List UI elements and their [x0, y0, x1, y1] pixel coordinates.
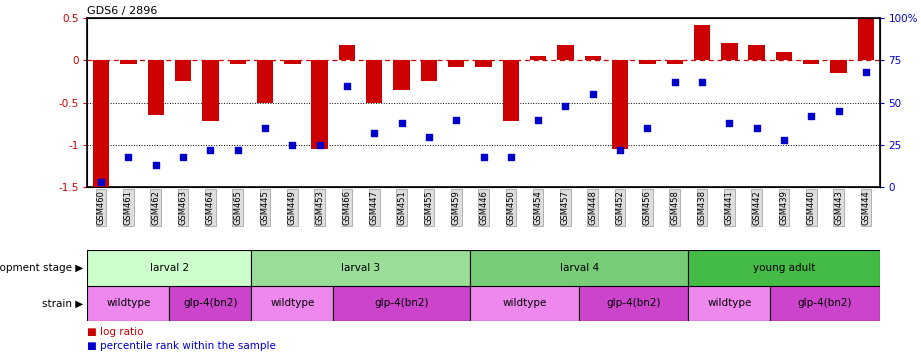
Bar [688, 286, 770, 321]
Text: ■ log ratio: ■ log ratio [87, 327, 144, 337]
Text: wildtype: wildtype [707, 298, 752, 308]
Text: ■ percentile rank within the sample: ■ percentile rank within the sample [87, 341, 276, 351]
Bar [470, 250, 688, 286]
Bar [775, 52, 792, 60]
Bar [448, 60, 464, 67]
Bar [339, 45, 356, 60]
Bar [393, 60, 410, 90]
Bar [857, 18, 874, 60]
Point [776, 137, 791, 143]
Bar [503, 60, 519, 121]
Text: young adult: young adult [752, 263, 815, 273]
Point [476, 154, 491, 160]
Point [121, 154, 135, 160]
Text: glp-4(bn2): glp-4(bn2) [374, 298, 429, 308]
Point [176, 154, 191, 160]
Bar [169, 286, 251, 321]
Bar [688, 250, 880, 286]
Point [612, 147, 627, 153]
Text: wildtype: wildtype [106, 298, 151, 308]
Point [203, 147, 217, 153]
Bar [147, 60, 164, 115]
Text: glp-4(bn2): glp-4(bn2) [607, 298, 661, 308]
Bar [257, 60, 274, 102]
Text: GDS6 / 2896: GDS6 / 2896 [87, 6, 157, 16]
Point [230, 147, 245, 153]
Point [504, 154, 519, 160]
Bar [251, 250, 470, 286]
Text: larval 4: larval 4 [560, 263, 599, 273]
Point [586, 91, 600, 97]
Bar [366, 60, 382, 102]
Bar [421, 60, 437, 81]
Point [722, 120, 737, 126]
Bar [667, 60, 682, 65]
Bar [612, 60, 628, 149]
Bar [203, 60, 218, 121]
Text: larval 2: larval 2 [150, 263, 189, 273]
Point [750, 125, 764, 131]
Bar [175, 60, 192, 81]
Bar [803, 60, 820, 65]
Bar [121, 60, 136, 65]
Bar [470, 286, 579, 321]
Text: larval 3: larval 3 [341, 263, 380, 273]
Bar [585, 56, 601, 60]
Point [148, 162, 163, 168]
Point [804, 114, 819, 119]
Point [558, 103, 573, 109]
Text: development stage ▶: development stage ▶ [0, 263, 83, 273]
Bar [770, 286, 880, 321]
Bar [721, 43, 738, 60]
Point [367, 130, 381, 136]
Bar [579, 286, 688, 321]
Point [449, 117, 463, 122]
Bar [251, 286, 333, 321]
Point [530, 117, 545, 122]
Bar [87, 286, 169, 321]
Point [668, 80, 682, 85]
Bar [530, 56, 546, 60]
Point [312, 142, 327, 148]
Point [422, 134, 437, 140]
Point [694, 80, 709, 85]
Bar [694, 25, 710, 60]
Text: strain ▶: strain ▶ [41, 298, 83, 308]
Point [640, 125, 655, 131]
Bar [229, 60, 246, 65]
Point [258, 125, 273, 131]
Bar [87, 250, 251, 286]
Text: wildtype: wildtype [270, 298, 315, 308]
Point [858, 69, 873, 75]
Bar [831, 60, 846, 73]
Bar [333, 286, 470, 321]
Bar [285, 60, 300, 65]
Point [94, 180, 109, 185]
Bar [557, 45, 574, 60]
Text: wildtype: wildtype [502, 298, 547, 308]
Point [340, 83, 355, 89]
Point [394, 120, 409, 126]
Bar [311, 60, 328, 149]
Bar [639, 60, 656, 65]
Bar [749, 45, 764, 60]
Text: glp-4(bn2): glp-4(bn2) [183, 298, 238, 308]
Point [285, 142, 299, 148]
Bar [475, 60, 492, 67]
Point [832, 108, 846, 114]
Bar [93, 60, 110, 187]
Text: glp-4(bn2): glp-4(bn2) [798, 298, 852, 308]
